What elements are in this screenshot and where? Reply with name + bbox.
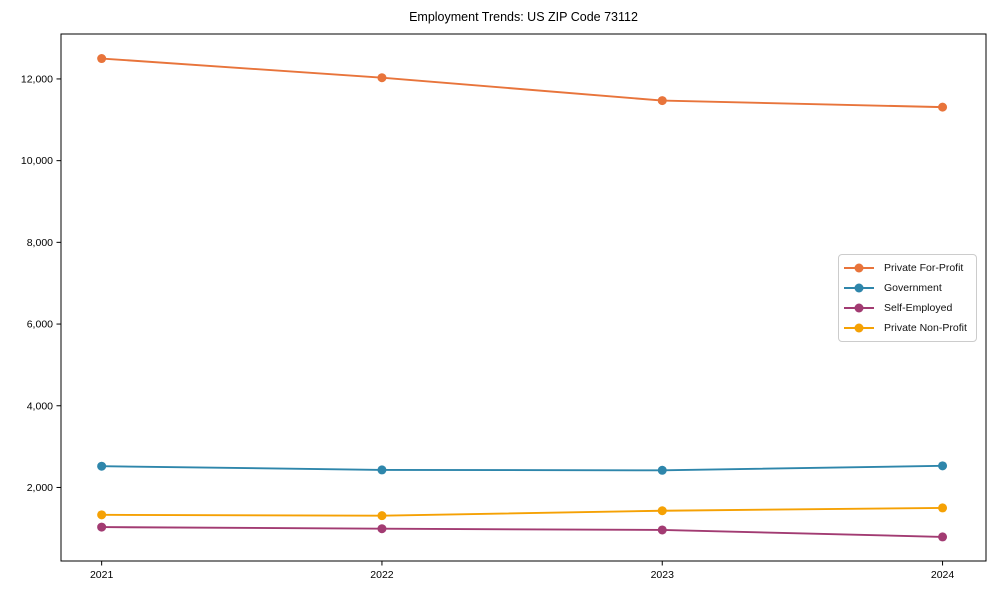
y-tick-label: 10,000 [21, 155, 53, 167]
legend-item-private-non-profit: Private Non-Profit [844, 318, 970, 338]
legend-label: Government [884, 282, 942, 294]
legend-label: Private For-Profit [884, 262, 964, 274]
legend-dot-sample [854, 283, 864, 293]
x-tick-label: 2021 [90, 569, 114, 581]
series-line-private-for-profit [100, 57, 944, 109]
data-point-private-non-profit-2022 [377, 511, 387, 521]
legend-dot-sample [854, 263, 864, 273]
legend: Private For-Profit Government Self-Employe… [838, 254, 977, 342]
data-point-private-for-profit-2021 [97, 54, 107, 64]
data-point-self-employed-2024 [938, 532, 948, 542]
data-point-private-for-profit-2024 [938, 102, 948, 112]
x-tick-label: 2022 [370, 569, 394, 581]
data-point-government-2021 [97, 461, 107, 471]
data-point-private-non-profit-2023 [657, 506, 667, 516]
data-point-private-non-profit-2024 [938, 503, 948, 513]
legend-dot-sample [854, 323, 864, 333]
data-point-self-employed-2022 [377, 524, 387, 534]
legend-marker-icon [844, 303, 874, 313]
y-tick-label: 8,000 [27, 237, 53, 249]
data-point-self-employed-2023 [657, 525, 667, 535]
x-tick-label: 2024 [931, 569, 955, 581]
y-tick-label: 12,000 [21, 73, 53, 85]
y-tick-label: 6,000 [27, 319, 53, 331]
series-line-self-employed [100, 526, 944, 538]
x-tick-label: 2023 [651, 569, 675, 581]
legend-marker-icon [844, 263, 874, 273]
series-line-government [100, 464, 944, 472]
legend-item-government: Government [844, 278, 970, 298]
legend-label: Self-Employed [884, 302, 953, 314]
chart-title: Employment Trends: US ZIP Code 73112 [409, 10, 638, 24]
data-point-government-2023 [657, 465, 667, 475]
legend-marker-icon [844, 323, 874, 333]
y-tick-label: 4,000 [27, 400, 53, 412]
legend-label: Private Non-Profit [884, 322, 967, 334]
series-line-private-non-profit [100, 506, 944, 517]
legend-item-private-for-profit: Private For-Profit [844, 258, 970, 278]
legend-marker-icon [844, 283, 874, 293]
data-point-government-2024 [938, 461, 948, 471]
y-tick-label: 2,000 [27, 482, 53, 494]
legend-item-self-employed: Self-Employed [844, 298, 970, 318]
data-point-private-for-profit-2022 [377, 73, 387, 83]
legend-dot-sample [854, 303, 864, 313]
data-point-private-for-profit-2023 [657, 96, 667, 106]
data-point-government-2022 [377, 465, 387, 475]
axes-frame [60, 33, 987, 562]
data-point-self-employed-2021 [97, 522, 107, 532]
data-point-private-non-profit-2021 [97, 510, 107, 520]
